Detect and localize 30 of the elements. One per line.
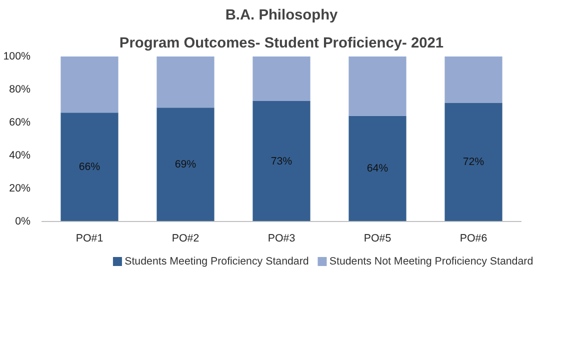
- chart-title: B.A. Philosophy: [225, 8, 339, 24]
- x-tick-label: PO#2: [172, 232, 200, 244]
- legend-label: Students Not Meeting Proficiency Standard: [329, 256, 534, 268]
- data-label: 66%: [78, 161, 101, 174]
- bar: [156, 56, 214, 108]
- y-tick-label: 40%: [9, 150, 32, 162]
- y-tick-label: 0%: [15, 216, 32, 228]
- legend-label: Students Meeting Proficiency Standard: [124, 256, 309, 268]
- bar: [444, 102, 502, 222]
- bar: [348, 56, 406, 116]
- x-tick-label: PO#6: [460, 232, 488, 244]
- chart-subtitle: Program Outcomes- Student Proficiency- 2021: [119, 36, 444, 52]
- data-label: 64%: [366, 162, 389, 175]
- data-label: 72%: [462, 156, 485, 168]
- bar: [60, 56, 118, 113]
- x-tick-label: PO#1: [76, 232, 104, 244]
- y-tick-label: 80%: [9, 84, 32, 96]
- y-tick-label: 20%: [9, 182, 32, 194]
- y-tick-label: 60%: [9, 116, 32, 128]
- bar: [444, 56, 502, 103]
- x-tick-label: PO#3: [268, 232, 296, 244]
- bar: [252, 101, 310, 222]
- bar: [348, 116, 406, 222]
- bar: [252, 56, 310, 102]
- x-tick-label: PO#5: [364, 232, 392, 244]
- bar: [60, 112, 118, 222]
- y-tick-label: 100%: [3, 50, 32, 62]
- data-label: 69%: [174, 158, 197, 171]
- data-label: 73%: [270, 155, 293, 168]
- bar: [156, 108, 214, 222]
